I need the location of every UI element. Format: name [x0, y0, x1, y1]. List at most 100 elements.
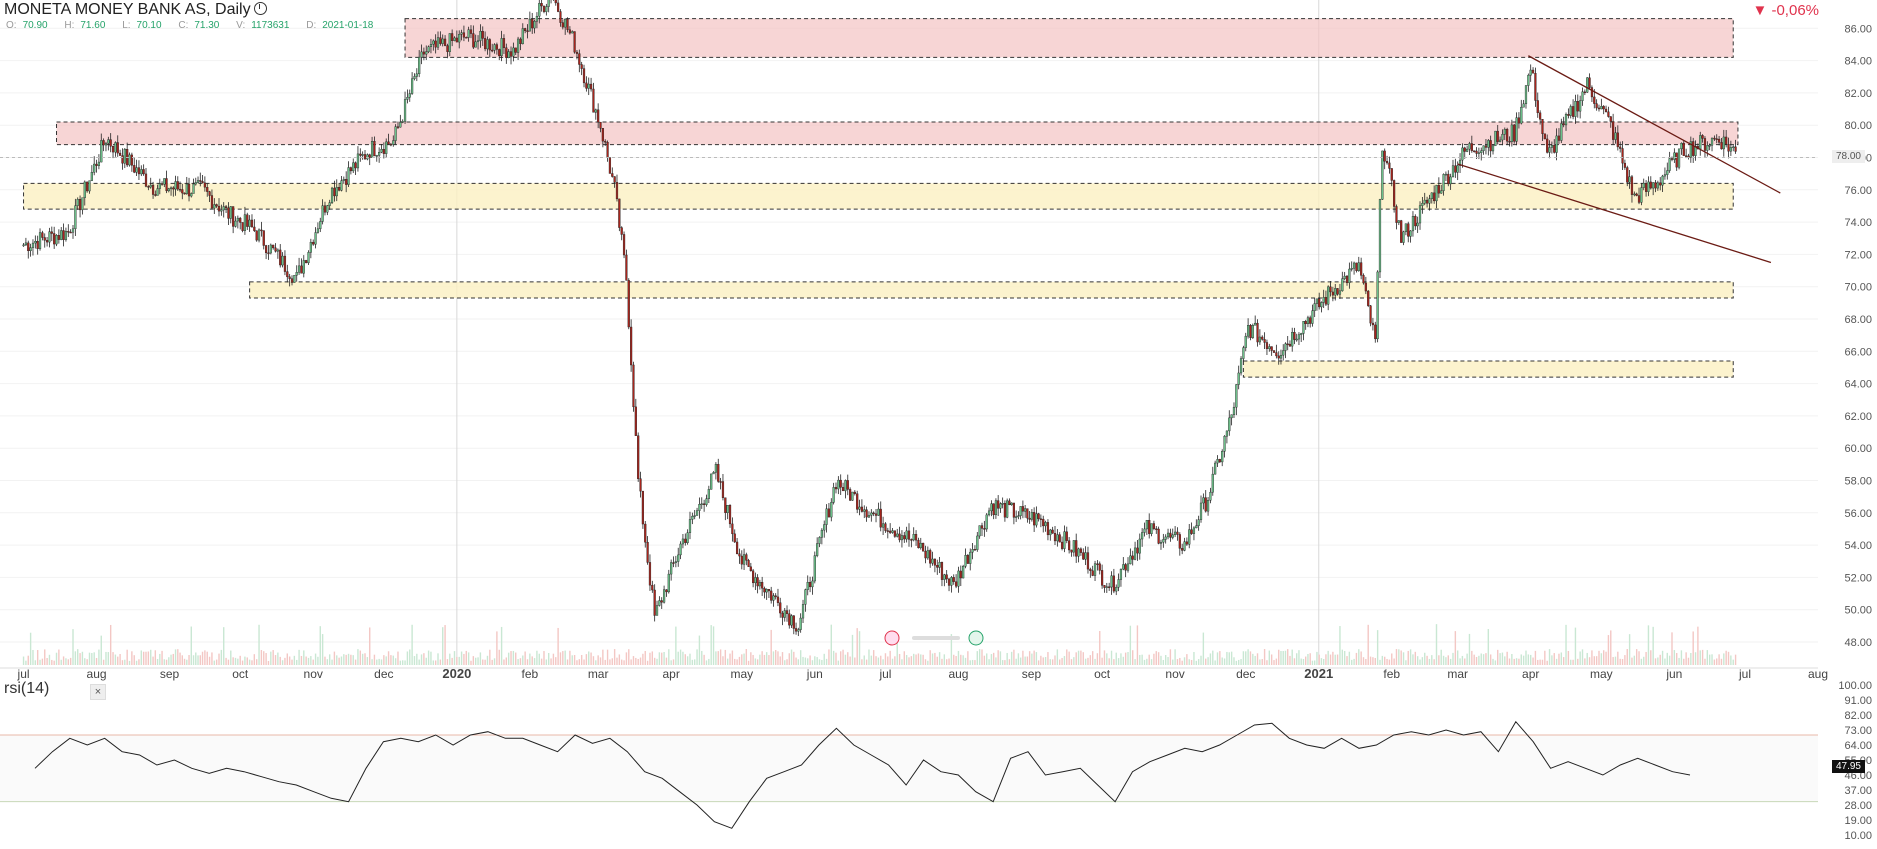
volume-bar [1565, 624, 1567, 665]
volume-bar [1313, 660, 1316, 665]
candle-down [1425, 199, 1429, 204]
volume-bar [58, 649, 60, 665]
candle-up [1428, 198, 1431, 204]
volume-bar [1084, 658, 1087, 665]
candle-down [717, 463, 720, 482]
volume-bar [1289, 655, 1291, 665]
volume-bar [199, 655, 201, 665]
volume-bar [1341, 649, 1344, 665]
volume-bar [765, 652, 768, 665]
volume-bar [1077, 650, 1080, 665]
candle-up [1138, 538, 1141, 554]
candle-down [1108, 586, 1111, 588]
volume-bar [698, 635, 701, 665]
volume-bar [29, 632, 32, 665]
candle-down [1685, 155, 1688, 157]
volume-bar [1169, 649, 1172, 665]
volume-bar [142, 651, 145, 665]
candle-down [767, 589, 771, 592]
volume-bar [1332, 651, 1334, 665]
volume-bar [333, 651, 336, 665]
candle-up [1214, 462, 1217, 475]
rsi-close-button[interactable]: × [90, 684, 106, 700]
volume-bar [526, 659, 529, 665]
candle-down [573, 31, 576, 53]
candle-down [604, 140, 607, 143]
candle-down [147, 186, 150, 188]
candle-down [874, 513, 878, 516]
candle-down [283, 255, 287, 272]
candle-down [646, 541, 649, 563]
candle-up [1302, 321, 1305, 334]
x-tick-jul: jul [1738, 667, 1751, 681]
volume-bar [1259, 659, 1261, 665]
candle-down [1414, 216, 1417, 227]
resistance-zone-0 [404, 18, 1734, 58]
candle-up [1482, 145, 1485, 151]
volume-bar [1183, 657, 1186, 665]
volume-bar [305, 656, 307, 665]
volume-bar [317, 656, 319, 665]
volume-bar [1600, 653, 1603, 665]
volume-bar [1732, 659, 1734, 665]
candle-up [156, 188, 159, 196]
volume-bar [1461, 655, 1464, 665]
candle-down [1701, 135, 1704, 139]
candle-up [877, 508, 880, 516]
volume-bar [390, 655, 392, 665]
candle-up [1435, 185, 1438, 202]
candle-up [1297, 334, 1301, 340]
candle-down [1060, 541, 1064, 549]
volume-bar [1659, 654, 1661, 665]
candle-down [625, 254, 628, 281]
candle-down [849, 489, 852, 501]
volume-bars [22, 624, 1737, 665]
candle-up [1338, 290, 1342, 295]
volume-bar [1124, 652, 1127, 665]
candle-down [210, 195, 214, 209]
volume-bar [715, 651, 717, 665]
rsi-label: rsi(14) [4, 680, 50, 697]
candle-down [1293, 332, 1296, 340]
candle-up [1247, 325, 1250, 337]
candle-down [300, 265, 303, 274]
volume-bar [192, 655, 195, 665]
candle-up [1378, 199, 1382, 273]
flag-down-icon[interactable] [884, 630, 900, 646]
candle-down [151, 184, 155, 195]
candle-down [1588, 77, 1591, 88]
volume-bar [188, 655, 190, 665]
volume-bar [1591, 650, 1593, 665]
toolbar-slider[interactable] [912, 636, 960, 640]
volume-bar [724, 649, 727, 665]
candle-up [1729, 147, 1732, 152]
candle-up [1237, 372, 1240, 385]
drawing-toolbar[interactable] [884, 630, 984, 646]
candle-up [1416, 222, 1419, 227]
candle-up [950, 577, 953, 586]
volume-bar [995, 657, 997, 665]
candle-down [1003, 503, 1007, 518]
candle-down [554, 0, 557, 4]
volume-bar [1416, 656, 1419, 665]
candle-down [262, 230, 265, 246]
volume-bar [152, 656, 154, 665]
volume-bar [971, 659, 974, 665]
volume-bar [1031, 653, 1033, 665]
candle-down [827, 508, 831, 518]
volume-bar [854, 657, 856, 665]
volume-bar [1607, 635, 1610, 665]
candle-down [272, 244, 275, 249]
flag-up-icon[interactable] [968, 630, 984, 646]
volume-bar [394, 658, 397, 665]
candle-down [1089, 568, 1092, 571]
candle-down [1489, 140, 1492, 152]
candle-down [794, 628, 798, 632]
clock-icon[interactable] [253, 2, 267, 15]
candle-down [1355, 262, 1358, 271]
candle-down [255, 230, 258, 241]
volume-bar [632, 656, 635, 665]
candle-down [1367, 290, 1370, 306]
volume-bar [945, 659, 948, 665]
